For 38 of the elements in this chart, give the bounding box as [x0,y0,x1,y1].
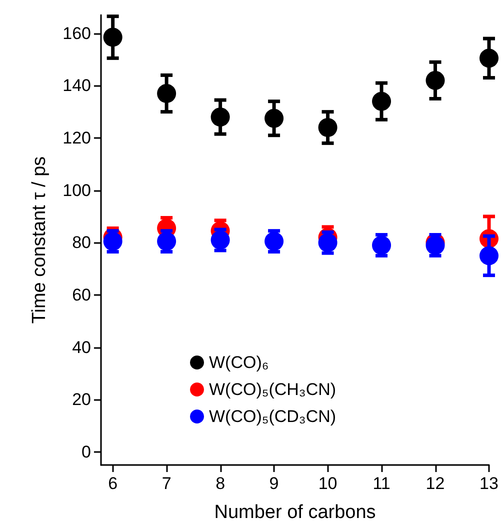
legend-label: W(CO)₅(CH₃CN) [209,380,336,399]
point [426,236,445,255]
point [426,70,445,90]
point [264,232,284,251]
y-tick-label: 140 [62,76,91,96]
y-tick-label: 20 [72,390,91,410]
y-tick-label: 160 [62,24,91,43]
point [480,48,498,68]
point [480,246,498,266]
point [318,118,338,137]
point [210,230,230,250]
point [103,28,122,47]
x-tick-label: 12 [426,474,445,493]
y-tick-label: 80 [72,233,91,252]
x-tick-label: 11 [372,474,390,493]
x-tick-label: 10 [318,474,338,493]
point [372,236,392,255]
y-axis-title: Time constant τ / ps [29,156,50,324]
x-tick-label: 8 [216,474,226,493]
point [157,84,176,103]
point [103,232,122,251]
point [318,233,338,252]
point [157,232,176,251]
x-tick-label: 6 [108,474,118,493]
y-tick-label: 100 [62,180,91,200]
y-tick-label: 40 [72,338,91,357]
point [210,108,230,127]
x-axis-title: Number of carbons [214,502,376,523]
x-tick-label: 9 [269,474,279,493]
x-tick-label: 7 [162,474,172,493]
y-tick-label: 120 [62,128,91,148]
y-tick-label: 60 [72,285,91,304]
point [264,108,284,128]
point [372,92,392,111]
x-tick-label: 13 [480,474,498,493]
legend-label: W(CO)₅(CD₃CN) [209,407,336,426]
legend-label: W(CO)₆ [209,353,269,372]
y-tick-label: 0 [82,442,91,462]
